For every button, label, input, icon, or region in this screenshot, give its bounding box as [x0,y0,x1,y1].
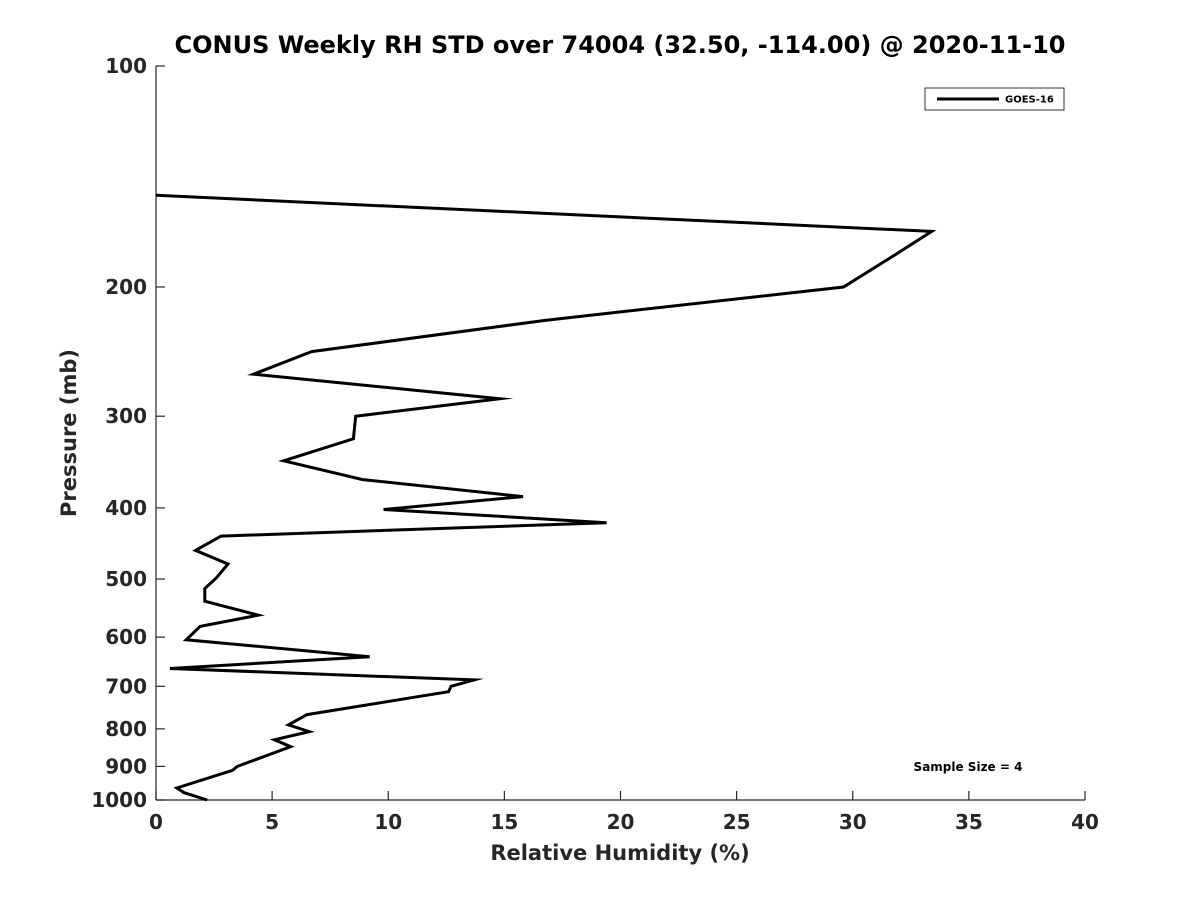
series-group [155,193,937,802]
y-tick-label: 300 [105,404,147,428]
x-tick-label: 40 [1071,810,1099,834]
chart-title: CONUS Weekly RH STD over 74004 (32.50, -… [174,31,1065,59]
x-ticks: 0 5 10 15 20 25 30 35 40 [149,791,1099,834]
x-tick-label: 25 [723,810,751,834]
x-tick-label: 10 [374,810,402,834]
y-tick-label: 1000 [91,788,147,812]
y-tick-label: 700 [105,674,147,698]
x-tick-label: 5 [265,810,279,834]
y-tick-label: 800 [105,717,147,741]
y-tick-label: 900 [105,754,147,778]
series-line-goes-16 [155,193,937,802]
sample-size-annotation: Sample Size = 4 [914,760,1023,774]
legend-label: GOES-16 [1005,95,1054,106]
x-tick-label: 35 [955,810,983,834]
y-tick-label: 100 [105,54,147,78]
legend: GOES-16 [924,87,1065,111]
y-tick-label: 400 [105,496,147,520]
x-tick-label: 20 [607,810,635,834]
y-ticks: 100 200 300 400 500 600 700 800 900 1000 [91,54,165,812]
y-axis-title: Pressure (mb) [57,349,81,517]
y-tick-label: 600 [105,625,147,649]
x-tick-label: 15 [490,810,518,834]
x-tick-label: 0 [149,810,163,834]
x-axis-title: Relative Humidity (%) [490,841,749,865]
x-tick-label: 30 [839,810,867,834]
y-tick-label: 500 [105,567,147,591]
y-tick-label: 200 [105,275,147,299]
